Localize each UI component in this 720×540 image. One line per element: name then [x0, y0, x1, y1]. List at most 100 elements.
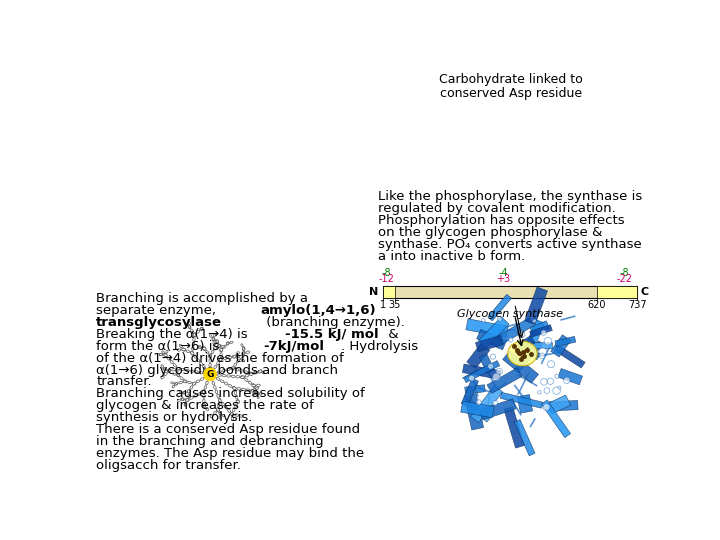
- Ellipse shape: [242, 352, 245, 355]
- Ellipse shape: [220, 380, 224, 383]
- Ellipse shape: [240, 370, 243, 372]
- Circle shape: [469, 375, 474, 381]
- Bar: [464, 394, 484, 430]
- Ellipse shape: [253, 392, 255, 395]
- Text: Glycogen synthase: Glycogen synthase: [457, 309, 563, 319]
- Ellipse shape: [190, 352, 194, 354]
- Ellipse shape: [192, 382, 196, 385]
- Ellipse shape: [184, 403, 187, 406]
- Text: -22: -22: [616, 274, 632, 284]
- Ellipse shape: [239, 355, 242, 359]
- Bar: [475, 335, 503, 352]
- Bar: [383, 286, 637, 298]
- Ellipse shape: [202, 404, 205, 407]
- Ellipse shape: [256, 384, 260, 387]
- Circle shape: [476, 400, 481, 405]
- Ellipse shape: [186, 350, 190, 353]
- Ellipse shape: [217, 377, 220, 380]
- Ellipse shape: [251, 389, 254, 392]
- Ellipse shape: [253, 372, 257, 374]
- Circle shape: [496, 368, 503, 375]
- Ellipse shape: [202, 347, 206, 350]
- Ellipse shape: [235, 368, 239, 371]
- Circle shape: [492, 373, 500, 381]
- Ellipse shape: [216, 341, 219, 343]
- Ellipse shape: [193, 333, 196, 336]
- Ellipse shape: [237, 359, 240, 362]
- Ellipse shape: [258, 370, 261, 373]
- Ellipse shape: [200, 327, 203, 330]
- Ellipse shape: [222, 414, 225, 417]
- Ellipse shape: [192, 382, 196, 385]
- Ellipse shape: [191, 352, 194, 355]
- Ellipse shape: [256, 392, 259, 394]
- Bar: [527, 320, 544, 347]
- Ellipse shape: [231, 375, 235, 377]
- Circle shape: [541, 330, 546, 335]
- Ellipse shape: [175, 382, 177, 385]
- Ellipse shape: [164, 353, 166, 357]
- Ellipse shape: [206, 369, 209, 373]
- Ellipse shape: [240, 376, 245, 379]
- Ellipse shape: [200, 377, 204, 380]
- Text: 737: 737: [628, 300, 647, 310]
- Ellipse shape: [249, 372, 252, 375]
- Ellipse shape: [163, 368, 166, 370]
- Ellipse shape: [188, 325, 191, 329]
- Ellipse shape: [242, 388, 246, 390]
- Circle shape: [498, 317, 502, 321]
- Ellipse shape: [171, 382, 174, 384]
- Ellipse shape: [252, 384, 256, 387]
- Ellipse shape: [220, 353, 222, 356]
- Text: -7kJ/mol: -7kJ/mol: [264, 340, 325, 353]
- Bar: [514, 341, 543, 373]
- Ellipse shape: [246, 389, 250, 392]
- Ellipse shape: [220, 412, 221, 415]
- Text: Like the phosphorylase, the synthase is: Like the phosphorylase, the synthase is: [378, 190, 642, 203]
- Ellipse shape: [192, 342, 194, 346]
- Ellipse shape: [255, 387, 258, 390]
- Bar: [464, 361, 500, 382]
- Ellipse shape: [230, 413, 233, 416]
- Text: There is a conserved Asp residue found: There is a conserved Asp residue found: [96, 423, 360, 436]
- Ellipse shape: [183, 380, 187, 382]
- Ellipse shape: [159, 353, 162, 356]
- Ellipse shape: [202, 366, 206, 369]
- Ellipse shape: [217, 394, 220, 398]
- Ellipse shape: [188, 381, 192, 383]
- Ellipse shape: [177, 349, 181, 351]
- Text: of the α(1→4) drives the formation of: of the α(1→4) drives the formation of: [96, 352, 344, 365]
- Ellipse shape: [187, 390, 191, 393]
- Ellipse shape: [172, 386, 175, 388]
- Ellipse shape: [226, 368, 230, 371]
- Ellipse shape: [218, 399, 221, 402]
- Ellipse shape: [202, 390, 205, 394]
- Ellipse shape: [241, 352, 246, 355]
- Ellipse shape: [183, 392, 186, 394]
- Bar: [504, 407, 524, 448]
- Bar: [464, 384, 485, 394]
- Text: Branching is accomplished by a: Branching is accomplished by a: [96, 292, 308, 305]
- Ellipse shape: [179, 391, 182, 393]
- Bar: [466, 399, 491, 422]
- Ellipse shape: [240, 376, 244, 379]
- Ellipse shape: [185, 399, 189, 401]
- Circle shape: [544, 388, 550, 394]
- Ellipse shape: [171, 368, 176, 371]
- Text: a into inactive b form.: a into inactive b form.: [378, 250, 526, 263]
- Ellipse shape: [163, 354, 167, 356]
- Ellipse shape: [256, 392, 258, 395]
- Ellipse shape: [174, 383, 178, 385]
- Ellipse shape: [180, 376, 183, 380]
- Ellipse shape: [207, 377, 210, 381]
- Ellipse shape: [252, 384, 256, 387]
- Ellipse shape: [226, 342, 230, 345]
- Ellipse shape: [198, 346, 202, 348]
- Ellipse shape: [212, 372, 217, 374]
- Ellipse shape: [162, 351, 164, 354]
- Ellipse shape: [209, 373, 211, 376]
- Ellipse shape: [221, 402, 225, 406]
- Ellipse shape: [204, 373, 207, 375]
- Ellipse shape: [179, 381, 182, 384]
- Ellipse shape: [217, 361, 220, 365]
